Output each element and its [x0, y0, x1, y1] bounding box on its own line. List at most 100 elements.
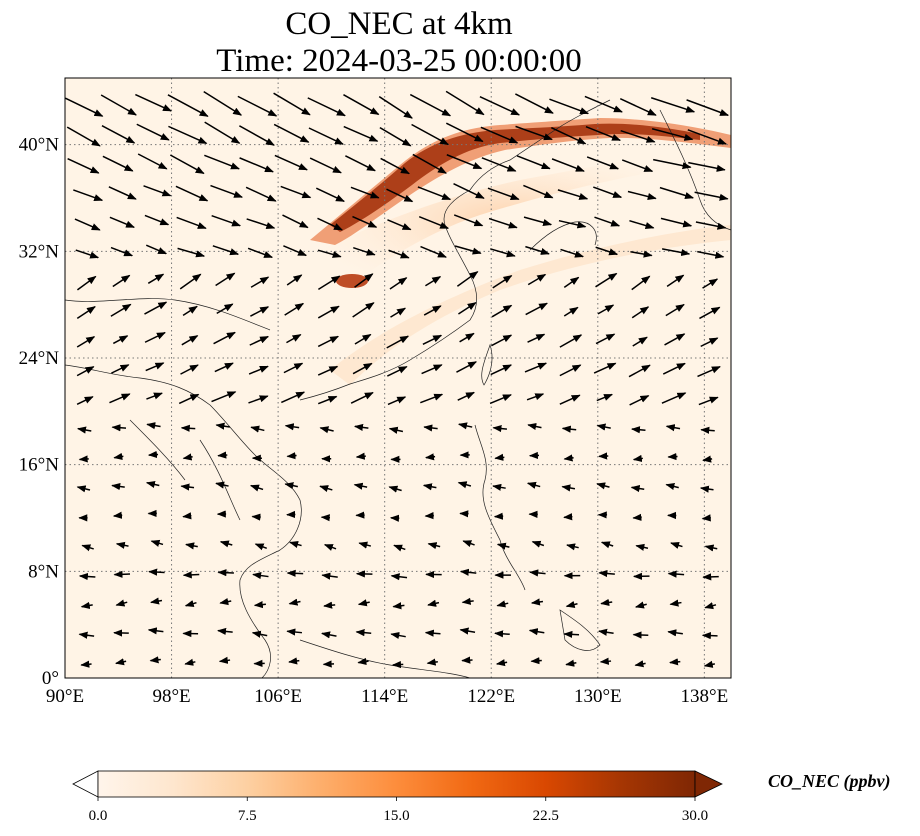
lat-tick-label: 16°N: [19, 455, 60, 476]
colorbar-tick-label: 22.5: [533, 808, 559, 824]
wind-vector: [667, 629, 683, 637]
wind-vector: [701, 631, 718, 640]
wind-vector: [149, 656, 161, 664]
wind-vector: [490, 364, 513, 376]
wind-vector: [76, 366, 95, 377]
wind-vector: [248, 365, 269, 375]
wind-vector: [111, 424, 127, 432]
wind-vector: [284, 423, 300, 431]
wind-vector: [76, 305, 96, 320]
wind-vector: [81, 544, 94, 552]
wind-vector: [343, 125, 379, 142]
wind-vector: [216, 303, 234, 314]
wind-vector: [595, 272, 618, 288]
wind-vector: [148, 568, 165, 576]
wind-vector: [317, 275, 341, 291]
wind-vector: [317, 249, 342, 258]
wind-vector: [321, 572, 338, 580]
wind-vector: [425, 453, 436, 461]
wind-vector: [357, 657, 369, 666]
wind-vector: [651, 128, 694, 141]
wind-vector: [252, 571, 269, 580]
wind-vector: [557, 189, 589, 200]
wind-vector: [319, 426, 334, 434]
wind-vector: [411, 123, 450, 146]
wind-vector: [599, 657, 612, 665]
colorbar-min-extension: [72, 770, 99, 798]
wind-vector: [527, 422, 542, 431]
wind-vector: [559, 364, 582, 377]
wind-vector: [489, 394, 512, 405]
wind-vector: [531, 540, 545, 548]
wind-vector: [529, 569, 546, 577]
wind-vector: [168, 125, 208, 145]
wind-vector: [584, 95, 623, 113]
wind-vector: [595, 246, 619, 256]
wind-vector: [150, 539, 164, 547]
wind-vector: [352, 302, 375, 318]
wind-vector: [215, 272, 236, 287]
wind-vector: [108, 186, 137, 200]
wind-vector: [666, 274, 685, 287]
wind-vector: [353, 482, 368, 490]
wind-vector: [109, 393, 131, 404]
wind-vector: [80, 660, 92, 668]
wind-vector: [462, 540, 475, 548]
wind-vector: [110, 246, 134, 257]
wind-vector: [145, 480, 160, 488]
wind-vector: [662, 362, 686, 375]
wind-vector: [704, 602, 717, 610]
wind-vector: [565, 659, 577, 667]
wind-vector: [527, 273, 547, 286]
wind-vector: [424, 629, 441, 637]
wind-vector: [665, 303, 685, 317]
wind-vector: [560, 248, 584, 258]
wind-vector: [100, 94, 137, 116]
wind-vector: [634, 601, 647, 609]
wind-vector: [180, 483, 195, 491]
wind-vector: [67, 157, 100, 174]
wind-vector: [283, 362, 304, 374]
wind-vector: [619, 98, 657, 116]
wind-vector: [496, 542, 510, 550]
wind-vector: [496, 600, 509, 608]
wind-vector: [631, 306, 650, 319]
wind-vector: [598, 628, 614, 636]
wind-vector: [516, 155, 551, 170]
wind-vector: [74, 218, 101, 231]
wind-vector: [459, 332, 475, 343]
plume-hotspot: [336, 274, 368, 288]
wind-vector: [273, 92, 311, 116]
wind-vector: [145, 362, 165, 372]
wind-vector: [354, 333, 372, 345]
wind-vector: [169, 154, 205, 175]
colorbar-tick-label: 7.5: [238, 808, 257, 824]
wind-vector: [355, 629, 372, 637]
wind-vector: [586, 156, 620, 170]
wind-vector: [422, 483, 437, 491]
wind-vector: [530, 598, 544, 606]
lon-tick-label: 122°E: [467, 686, 515, 707]
gridlines: [65, 78, 731, 678]
wind-vector: [701, 514, 712, 522]
wind-vector: [488, 217, 518, 229]
wind-vector: [664, 333, 686, 346]
wind-vector: [388, 426, 404, 434]
wind-vector: [184, 658, 196, 666]
wind-vector: [559, 334, 583, 348]
wind-vector: [697, 250, 725, 259]
wind-vector: [427, 599, 440, 607]
wind-vector: [630, 484, 645, 493]
wind-vector: [101, 125, 136, 144]
wind-vector: [109, 216, 135, 229]
wind-vector: [111, 364, 130, 374]
wind-vector: [214, 362, 234, 373]
wind-vector: [386, 335, 409, 349]
wind-vector: [251, 630, 268, 638]
wind-vector: [286, 333, 302, 344]
wind-vector: [137, 153, 168, 170]
wind-vector: [702, 278, 719, 289]
wind-vector: [76, 396, 94, 405]
wind-vector: [527, 333, 546, 343]
